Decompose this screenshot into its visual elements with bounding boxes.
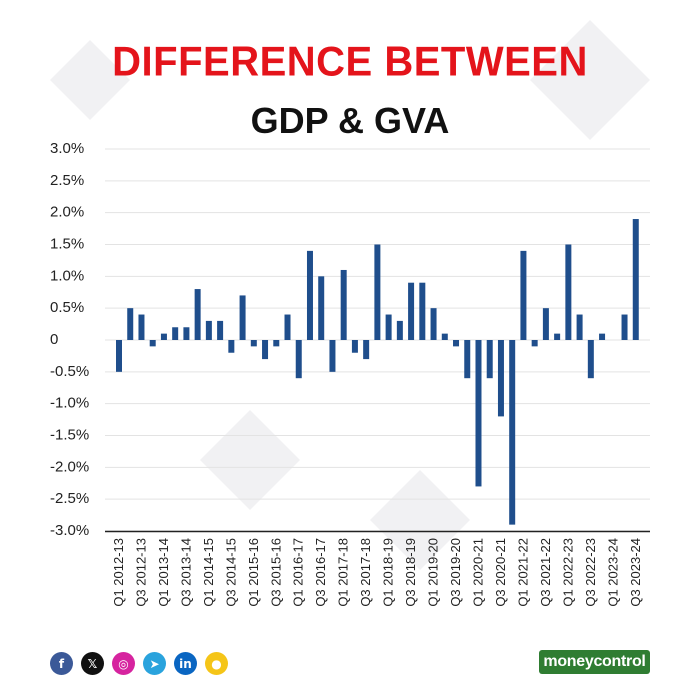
x-tick-label: Q3 2012-13 <box>133 538 148 607</box>
bar <box>194 289 201 340</box>
y-tick-label: -2.0% <box>50 458 89 475</box>
x-tick-label: Q1 2012-13 <box>111 538 126 607</box>
bar <box>542 308 549 340</box>
x-tick-label: Q3 2015-16 <box>268 538 283 607</box>
x-tick-label: Q1 2018-19 <box>381 538 396 607</box>
bar <box>228 340 235 353</box>
bar <box>385 314 392 340</box>
y-tick-label: -1.5% <box>50 427 89 444</box>
bar <box>497 340 504 417</box>
bar <box>374 244 381 340</box>
bar <box>363 340 370 360</box>
x-tick-label: Q1 2015-16 <box>246 538 261 607</box>
y-tick-label: 3.0% <box>50 140 84 157</box>
bar <box>351 340 358 353</box>
x-tick-label: Q3 2013-14 <box>178 538 193 607</box>
bar <box>509 340 516 525</box>
bar <box>565 244 572 340</box>
bar <box>127 308 134 340</box>
bar <box>273 340 280 347</box>
x-tick-label: Q1 2014-15 <box>201 538 216 607</box>
y-tick-label: 0 <box>50 331 58 348</box>
facebook-icon[interactable]: f <box>50 652 73 675</box>
x-tick-label: Q3 2021-22 <box>538 538 553 607</box>
bar <box>520 250 527 340</box>
bar <box>599 333 606 340</box>
x-tick-label: Q3 2022-23 <box>583 538 598 607</box>
bar <box>138 314 145 340</box>
x-tick-label: Q3 2016-17 <box>313 538 328 607</box>
x-tick-label: Q1 2022-23 <box>560 538 575 607</box>
bar <box>441 333 448 340</box>
bar <box>217 320 224 340</box>
koo-icon[interactable]: ● <box>205 652 228 675</box>
x-tick-label: Q1 2016-17 <box>291 538 306 607</box>
bar <box>419 282 426 340</box>
linkedin-icon[interactable]: in <box>174 652 197 675</box>
bar <box>183 327 190 340</box>
y-tick-label: 1.0% <box>50 267 84 284</box>
x-tick-label: Q3 2014-15 <box>223 538 238 607</box>
x-tick-label: Q1 2013-14 <box>156 538 171 607</box>
x-tick-label: Q1 2023-24 <box>605 538 620 607</box>
bar <box>621 314 628 340</box>
chart-title-line2: GDP & GVA <box>250 100 450 141</box>
bar <box>531 340 538 347</box>
bar <box>116 340 122 372</box>
y-tick-label: -1.0% <box>50 395 89 412</box>
bar <box>464 340 471 379</box>
x-tick-label: Q1 2017-18 <box>336 538 351 607</box>
bar <box>453 340 460 347</box>
bar <box>284 314 291 340</box>
x-tick-label: Q1 2020-21 <box>470 538 485 607</box>
x-tick-label: Q3 2020-21 <box>493 538 508 607</box>
bar <box>172 327 179 340</box>
x-tick-label: Q3 2023-24 <box>628 538 643 607</box>
y-tick-label: 0.5% <box>50 299 84 316</box>
instagram-icon[interactable]: ◎ <box>112 652 135 675</box>
x-twitter-icon[interactable]: 𝕏 <box>81 652 104 675</box>
bar <box>250 340 257 347</box>
social-icons: f 𝕏 ◎ ➤ in ● <box>50 652 228 675</box>
bar <box>587 340 594 379</box>
brand-logo: moneycontrol <box>539 650 650 674</box>
bar <box>205 320 212 340</box>
bar <box>329 340 336 372</box>
y-tick-label: -0.5% <box>50 363 89 380</box>
bar <box>576 314 583 340</box>
y-tick-label: 2.5% <box>50 172 84 189</box>
bar <box>554 333 561 340</box>
bar <box>239 295 246 340</box>
bar <box>430 308 437 340</box>
bar <box>475 340 482 487</box>
bar <box>262 340 269 360</box>
bar <box>632 219 639 340</box>
y-tick-label: 1.5% <box>50 236 84 253</box>
bar <box>340 269 347 340</box>
bar <box>408 282 415 340</box>
y-tick-label: -3.0% <box>50 522 89 539</box>
bar <box>295 340 302 379</box>
bar <box>160 333 167 340</box>
bar <box>149 340 156 347</box>
bar <box>306 250 313 340</box>
x-tick-label: Q3 2018-19 <box>403 538 418 607</box>
x-tick-label: Q1 2019-20 <box>426 538 441 607</box>
bar <box>486 340 493 379</box>
bar <box>318 276 325 340</box>
y-tick-label: -2.5% <box>50 490 89 507</box>
x-tick-label: Q1 2021-22 <box>515 538 530 607</box>
x-tick-label: Q3 2019-20 <box>448 538 463 607</box>
y-tick-label: 2.0% <box>50 204 84 221</box>
x-tick-label: Q3 2017-18 <box>358 538 373 607</box>
chart-title-line1: DIFFERENCE BETWEEN <box>112 38 588 86</box>
bar <box>396 320 403 340</box>
telegram-icon[interactable]: ➤ <box>143 652 166 675</box>
